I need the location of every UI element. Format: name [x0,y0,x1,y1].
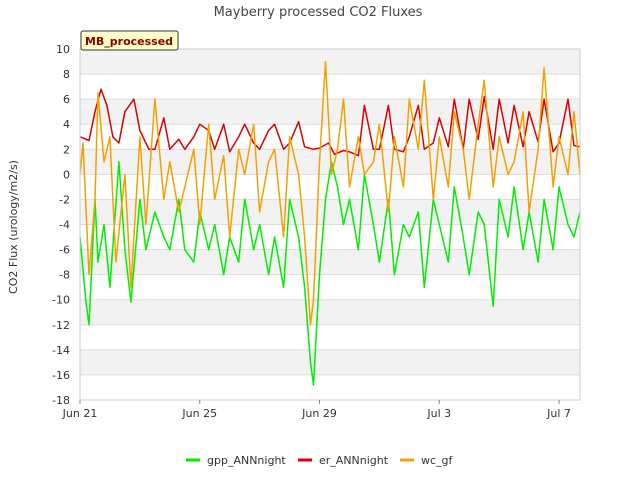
series-line-wc-gf [79,60,581,326]
mb-processed-badge: MB_processed [80,30,179,51]
x-tick-label: Jun 25 [181,407,217,420]
badge-box [80,30,179,51]
y-tick-label: 6 [63,93,70,106]
y-tick-label: -12 [52,319,70,332]
legend: gpp_ANNnight er_ANNnight wc_gf [186,454,454,467]
x-tick-label: Jul 3 [426,407,451,420]
legend-label-wc-gf: wc_gf [421,454,454,467]
y-tick-label: 10 [56,43,70,56]
series-layer [79,60,581,386]
plot-band [80,349,580,375]
y-tick-label: 2 [63,143,70,156]
badge-label: MB_processed [85,35,173,48]
y-tick-label: -16 [52,369,70,382]
x-tick-label: Jun 29 [301,407,337,420]
y-tick-label: 8 [63,68,70,81]
plot-band [80,49,580,75]
series-line-gpp-annnight [79,161,581,386]
legend-label-er-annnight: er_ANNnight [319,454,389,467]
plot-band [80,199,580,225]
plot-frame [79,48,581,401]
y-tick-label: -10 [52,294,70,307]
y-tick-label: -6 [59,244,70,257]
x-axis-ticks: Jun 21 Jun 25 Jun 29 Jul 3 Jul 7 [62,400,571,420]
plot-band [80,249,580,275]
y-tick-label: -14 [52,344,70,357]
y-axis-ticks: 10 8 6 4 2 0 -2 -4 -6 -8 -10 -12 -14 -16 -18 [52,43,70,407]
plot-band [80,299,580,325]
y-tick-label: -2 [59,193,70,206]
y-tick-label: -8 [59,269,70,282]
y-tick-label: 4 [63,118,70,131]
x-tick-label: Jul 7 [546,407,571,420]
chart-title: Mayberry processed CO2 Fluxes [214,5,423,20]
x-tick-label: Jun 21 [62,407,98,420]
y-tick-label: -4 [59,219,70,232]
y-axis-label: CO2 Flux (urology/m2/s) [7,160,20,294]
y-tick-label: 0 [63,168,70,181]
legend-label-gpp-annnight: gpp_ANNnight [207,454,286,467]
y-tick-label: -18 [52,394,70,407]
plot-bands [80,49,580,375]
